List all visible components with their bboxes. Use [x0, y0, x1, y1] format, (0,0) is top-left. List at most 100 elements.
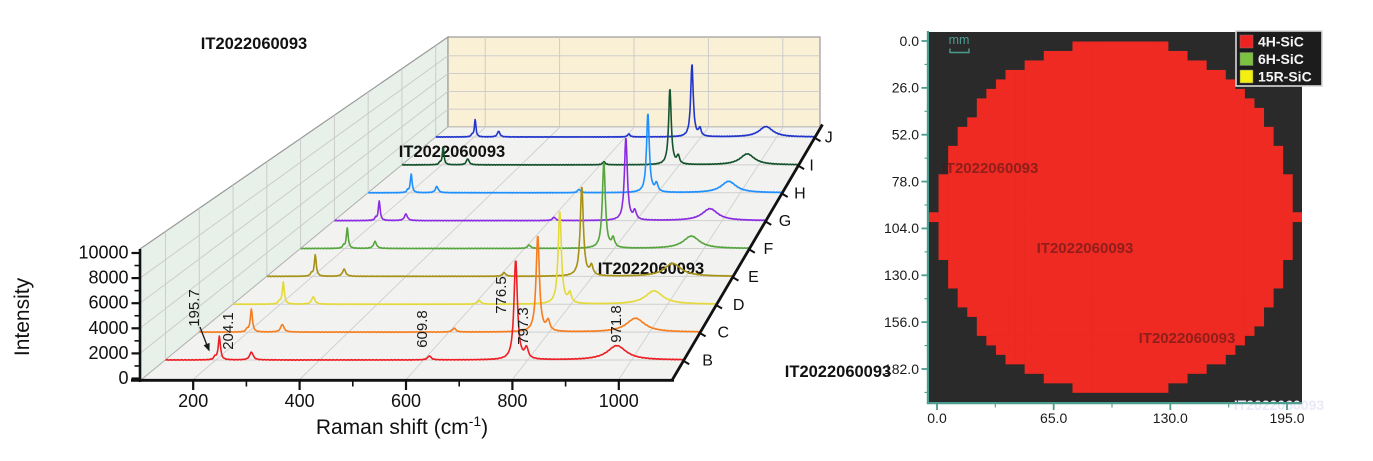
- wafer-cell: [1254, 231, 1265, 242]
- wafer-cell: [1110, 288, 1121, 298]
- wafer-cell: [938, 212, 949, 223]
- wafer-cell: [1062, 316, 1073, 327]
- wafer-cell: [1244, 107, 1255, 118]
- wafer-cell: [1120, 41, 1131, 52]
- wafer-cell: [1043, 164, 1054, 175]
- wafer-cell: [938, 221, 949, 232]
- wafer-cell: [1129, 88, 1140, 99]
- wafer-cell: [1082, 326, 1092, 336]
- series-label-H: H: [794, 185, 806, 202]
- wafer-cell: [1168, 126, 1178, 137]
- wafer-cell: [1005, 269, 1016, 279]
- wafer-cell: [1187, 155, 1198, 166]
- wafer-cell: [1225, 269, 1236, 279]
- wafer-cell: [1120, 164, 1131, 175]
- wafer-cell: [1148, 79, 1159, 90]
- wafer-cell: [1110, 126, 1121, 137]
- wafer-cell: [1015, 240, 1025, 251]
- wafer-cell: [1091, 202, 1102, 213]
- wafer-cell: [1168, 145, 1178, 156]
- wafer-cell: [1072, 50, 1083, 61]
- wafer-cell: [1053, 288, 1064, 298]
- wafer-cell: [1005, 193, 1016, 204]
- wafer-cell: [1196, 364, 1207, 374]
- wafer-cell: [995, 117, 1006, 128]
- wafer-cell: [1053, 373, 1064, 384]
- wafer-cell: [957, 202, 968, 213]
- wafer-cell: [1024, 126, 1035, 137]
- wafer-cell: [1120, 145, 1131, 156]
- series-label-D: D: [733, 297, 745, 314]
- wafer-cell: [1215, 117, 1226, 128]
- wafer-cell: [1129, 288, 1140, 298]
- wafer-cell: [1062, 79, 1073, 90]
- wafer-cell: [1235, 145, 1245, 156]
- wafer-cell: [1263, 278, 1274, 289]
- wafer-cell: [1005, 212, 1016, 223]
- wafer-cell: [967, 240, 978, 251]
- wafer-cell: [1168, 259, 1178, 270]
- wafer-cell: [1273, 164, 1284, 175]
- wafer-cell: [1043, 126, 1054, 137]
- wafer-cell: [1091, 383, 1102, 393]
- wafer-cell: [1024, 316, 1035, 327]
- wafer-cell: [1177, 316, 1188, 327]
- watermark-text: IT2022060093: [1139, 330, 1236, 347]
- wafer-cell: [1206, 174, 1217, 185]
- wafer-cell: [1072, 231, 1083, 242]
- wafer-cell: [1148, 364, 1159, 374]
- wafer-cell: [1187, 126, 1198, 137]
- wafer-cell: [1139, 231, 1150, 242]
- wafer-cell: [1024, 155, 1035, 166]
- wafer-cell: [1187, 98, 1198, 109]
- wafer-cell: [1005, 231, 1016, 242]
- wafer-cell: [1168, 212, 1178, 223]
- wafer-cell: [957, 240, 968, 251]
- wafer-cell: [1187, 326, 1198, 336]
- wafer-cell: [1101, 183, 1112, 194]
- wafer-cell: [1148, 345, 1159, 355]
- wafer-cell: [1196, 155, 1207, 166]
- wafer-cell: [995, 269, 1006, 279]
- wafer-cell: [1206, 155, 1217, 166]
- wafer-cell: [1101, 107, 1112, 118]
- wafer-cell: [1187, 117, 1198, 128]
- wafer-cell: [1110, 259, 1121, 270]
- wafer-cell: [1148, 354, 1159, 365]
- wafer-cell: [1215, 145, 1226, 156]
- wafer-cell: [1196, 174, 1207, 185]
- wafer-cell: [1168, 183, 1178, 194]
- depth-axis-tick: [732, 276, 739, 282]
- series-line-H: [367, 113, 783, 194]
- wafer-cell: [1158, 307, 1169, 317]
- depth-axis-tick: [748, 248, 756, 254]
- wafer-cell: [957, 259, 968, 270]
- wafer-cell: [1158, 373, 1169, 384]
- wafer-cell: [1062, 354, 1073, 365]
- wafer-cell: [1273, 183, 1284, 194]
- wafer-cell: [1053, 107, 1064, 118]
- wafer-cell: [1072, 297, 1083, 308]
- wafer-cell: [967, 136, 978, 147]
- wafer-cell: [1120, 126, 1131, 137]
- wafer-cell: [1072, 41, 1083, 52]
- wafer-cell: [1062, 240, 1073, 251]
- wafer-cell: [1196, 202, 1207, 213]
- wafer-cell: [1139, 145, 1150, 156]
- wafer-cell: [1282, 231, 1293, 242]
- wafer-cell: [1168, 50, 1178, 61]
- wafer-cell: [1034, 335, 1045, 346]
- wafer-cell: [1034, 307, 1045, 317]
- wafer-cell: [976, 193, 987, 204]
- wafer-cell: [1225, 193, 1236, 204]
- wafer-cell: [1082, 107, 1092, 118]
- wafer-cell: [1091, 69, 1102, 80]
- wafer-cell: [1015, 297, 1025, 308]
- wafer-cell: [1196, 250, 1207, 260]
- wafer-cell: [1196, 79, 1207, 90]
- wafer-cell: [1072, 88, 1083, 99]
- wafer-cell: [1139, 155, 1150, 166]
- wafer-cell: [1139, 79, 1150, 90]
- wafer-cell: [938, 193, 949, 204]
- wafer-cell: [1082, 136, 1092, 147]
